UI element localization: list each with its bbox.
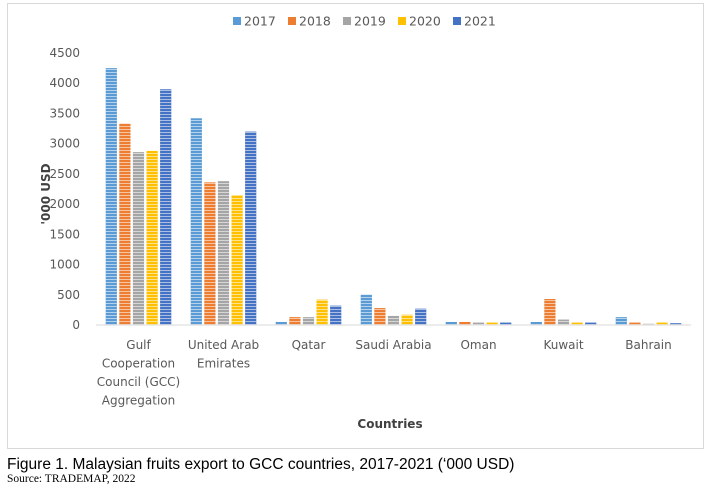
bar-texture [289,317,301,325]
bar-texture [401,314,413,325]
bar-texture [472,322,485,325]
bar-texture [231,195,243,325]
bar-chart: 2017 2018 2019 2020 2021 0 500 1000 1500 2000 250… [39,14,691,431]
bar-texture [387,315,400,325]
x-tick-label: Gulf Cooperation Council (GCC) Aggregation [97,338,180,408]
bar-texture [330,305,342,325]
bar-texture [415,308,427,325]
bar-texture [146,150,158,325]
bar-texture [374,308,386,325]
y-tick-label: 2000 [49,197,80,211]
source-note: Source: TRADEMAP, 2022 [7,473,136,485]
x-axis: Gulf Cooperation Council (GCC) AggregationU… [96,324,691,408]
bar-texture [105,68,117,325]
legend-swatch-2019 [343,17,351,25]
bar-texture [670,323,682,325]
bar-texture [459,321,471,325]
bar-texture [119,123,131,325]
x-tick-label: Oman [460,338,496,352]
x-tick-label: United Arab Emirates [188,338,259,371]
legend-swatch-2021 [453,17,461,25]
y-tick-label: 1000 [49,258,80,272]
bar-texture [160,89,172,326]
bar-texture [486,322,498,325]
bar-texture [585,322,597,325]
bar-texture [302,317,315,325]
bar-texture [360,294,372,325]
y-tick-label: 4500 [49,46,80,60]
x-tick-label: Saudi Arabia [355,338,431,352]
bar-texture [204,182,216,325]
bar-texture [275,321,287,325]
bar-texture [544,299,556,325]
legend-label: 2017 [244,14,276,29]
bar-texture [615,317,627,325]
bar-texture [500,322,512,325]
legend-label: 2021 [464,14,496,29]
y-tick-label: 2500 [49,167,80,181]
x-axis-label: Countries [357,417,422,431]
figure-caption: Figure 1. Malaysian fruits export to GCC… [7,456,515,473]
x-tick-label: Bahrain [625,338,671,352]
y-tick-label: 3500 [49,106,80,120]
y-tick-label: 500 [57,288,80,302]
bar-texture [557,319,570,325]
bar-texture [245,131,257,325]
bar-texture [656,322,668,325]
x-tick-label: Kuwait [543,338,583,352]
y-tick-label: 4000 [49,76,80,90]
y-axis-label: '000 USD [39,163,53,224]
x-tick-label: Qatar [292,338,326,352]
legend-label: 2019 [354,14,386,29]
y-tick-label: 0 [72,318,80,332]
chart-area: 2017 2018 2019 2020 2021 0 500 1000 1500 2000 250… [7,3,704,449]
bar-texture [217,181,230,325]
legend: 2017 2018 2019 2020 2021 [233,14,496,29]
y-axis: 0 500 1000 1500 2000 2500 3000 3500 4000 4500 [49,46,80,332]
legend-swatch-2017 [233,17,241,25]
bar-texture [190,118,202,325]
y-tick-label: 1500 [49,227,80,241]
legend-swatch-2020 [398,17,406,25]
bar-texture [530,321,542,325]
legend-label: 2018 [299,14,331,29]
legend-label: 2020 [409,14,441,29]
bar-texture [316,299,328,325]
bar-texture [132,152,145,325]
legend-swatch-2018 [288,17,296,25]
y-tick-label: 3000 [49,137,80,151]
bar-texture [571,322,583,325]
bars [105,68,682,326]
bar-texture [445,321,457,325]
bar-texture [642,323,655,325]
bar-texture [629,322,641,325]
